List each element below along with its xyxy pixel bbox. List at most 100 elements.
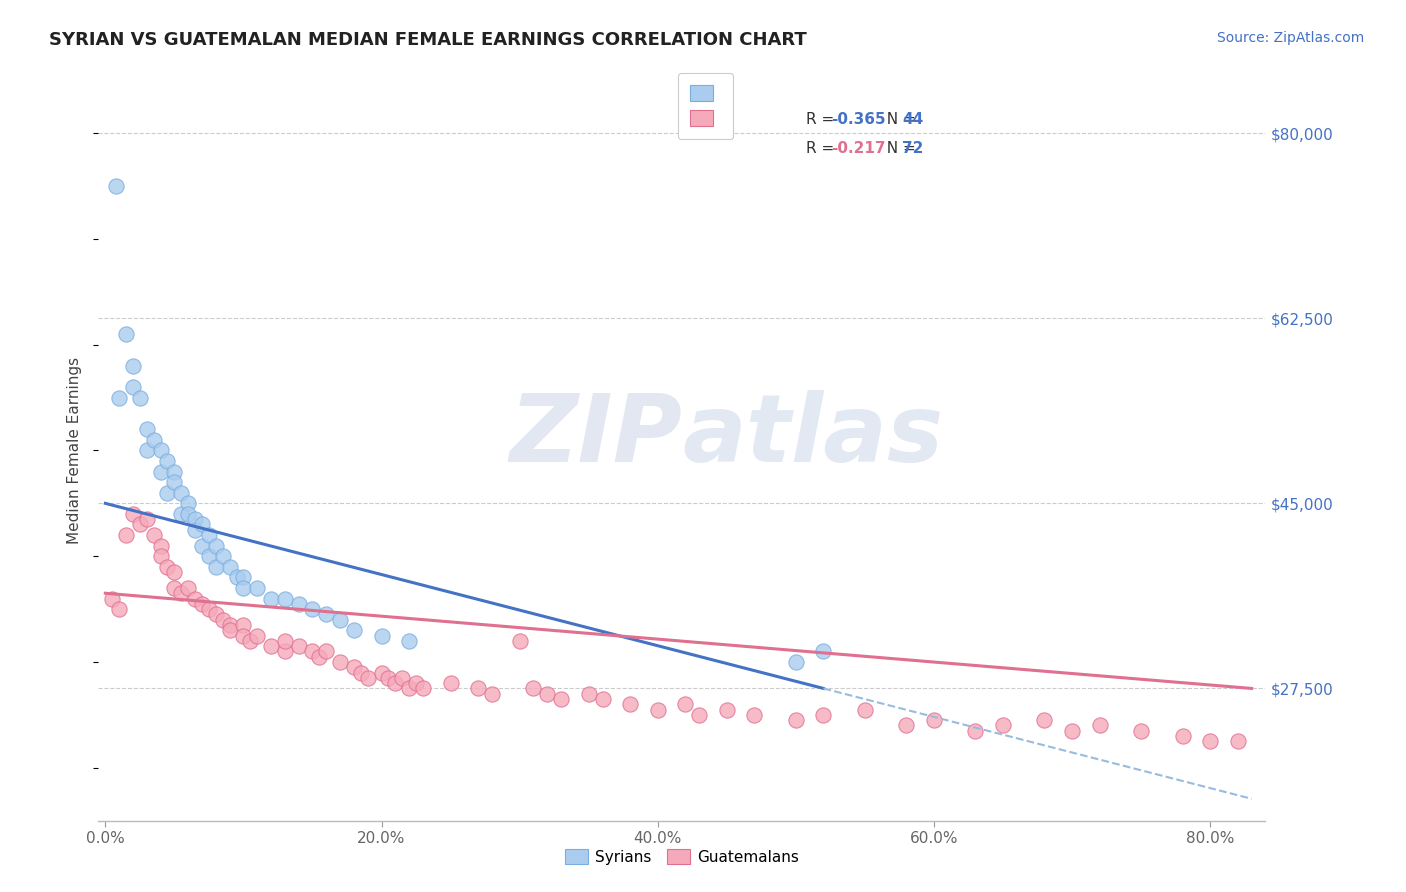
Point [343, 660, 366, 674]
Point [785, 655, 807, 669]
Point [156, 559, 179, 574]
Text: N =: N = [876, 112, 920, 127]
Point [716, 703, 738, 717]
Point [853, 703, 876, 717]
Text: Source: ZipAtlas.com: Source: ZipAtlas.com [1216, 31, 1364, 45]
Point [163, 475, 186, 490]
Point [225, 570, 247, 584]
Point [1033, 713, 1056, 727]
Point [744, 707, 766, 722]
Point [198, 528, 221, 542]
Point [274, 644, 297, 658]
Point [922, 713, 945, 727]
Point [184, 523, 207, 537]
Text: -0.365: -0.365 [831, 112, 886, 127]
Point [370, 665, 392, 680]
Point [122, 380, 145, 394]
Point [198, 602, 221, 616]
Text: R =: R = [806, 112, 839, 127]
Point [509, 633, 531, 648]
Text: ZIP: ZIP [509, 390, 682, 482]
Point [115, 327, 138, 342]
Point [592, 692, 614, 706]
Point [813, 707, 835, 722]
Point [170, 485, 193, 500]
Point [384, 676, 406, 690]
Point [232, 581, 254, 595]
Point [398, 681, 420, 696]
Point [647, 703, 669, 717]
Point [813, 644, 835, 658]
Point [135, 422, 157, 436]
Text: N =: N = [876, 141, 920, 156]
Point [343, 624, 366, 638]
Point [184, 512, 207, 526]
Point [218, 624, 240, 638]
Point [1171, 729, 1194, 743]
Point [142, 433, 165, 447]
Text: 44: 44 [901, 112, 924, 127]
Point [965, 723, 987, 738]
Point [149, 465, 172, 479]
Point [329, 655, 352, 669]
Point [301, 644, 323, 658]
Point [1130, 723, 1153, 738]
Point [398, 633, 420, 648]
Point [274, 633, 297, 648]
Point [391, 671, 413, 685]
Point [357, 671, 380, 685]
Point [1199, 734, 1222, 748]
Point [115, 528, 138, 542]
Point [204, 539, 226, 553]
Point [177, 496, 200, 510]
Point [135, 443, 157, 458]
Text: R =: R = [806, 141, 839, 156]
Point [274, 591, 297, 606]
Point [287, 639, 309, 653]
Point [122, 507, 145, 521]
Point [204, 607, 226, 622]
Point [329, 613, 352, 627]
Point [191, 539, 214, 553]
Point [204, 559, 226, 574]
Point [315, 644, 337, 658]
Point [163, 565, 186, 579]
Point [536, 687, 558, 701]
Point [156, 454, 179, 468]
Point [522, 681, 544, 696]
Point [170, 507, 193, 521]
Text: SYRIAN VS GUATEMALAN MEDIAN FEMALE EARNINGS CORRELATION CHART: SYRIAN VS GUATEMALAN MEDIAN FEMALE EARNI… [49, 31, 807, 49]
Point [149, 539, 172, 553]
Point [149, 549, 172, 564]
Point [673, 698, 696, 712]
Point [108, 602, 131, 616]
Point [170, 586, 193, 600]
Point [481, 687, 503, 701]
Point [991, 718, 1014, 732]
Point [232, 629, 254, 643]
Point [377, 671, 399, 685]
Point [122, 359, 145, 373]
Point [467, 681, 489, 696]
Point [308, 649, 330, 664]
Point [108, 391, 131, 405]
Point [246, 581, 269, 595]
Point [163, 581, 186, 595]
Legend: Syrians, Guatemalans: Syrians, Guatemalans [557, 841, 807, 872]
Point [232, 618, 254, 632]
Point [218, 559, 240, 574]
Point [177, 507, 200, 521]
Point [184, 591, 207, 606]
Text: atlas: atlas [682, 390, 943, 482]
Point [128, 517, 150, 532]
Point [550, 692, 572, 706]
Point [439, 676, 461, 690]
Point [1088, 718, 1111, 732]
Point [149, 443, 172, 458]
Point [350, 665, 373, 680]
Point [198, 549, 221, 564]
Point [191, 597, 214, 611]
Point [135, 512, 157, 526]
Point [1060, 723, 1083, 738]
Point [105, 179, 128, 194]
